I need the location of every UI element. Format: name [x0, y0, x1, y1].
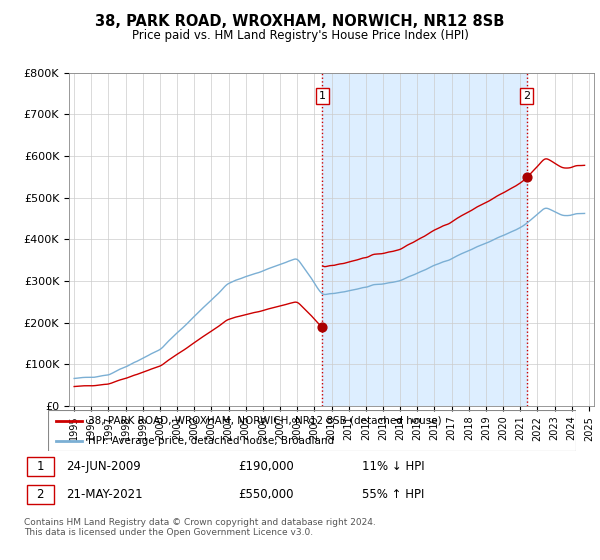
Text: HPI: Average price, detached house, Broadland: HPI: Average price, detached house, Broa…	[88, 436, 334, 446]
Text: 55% ↑ HPI: 55% ↑ HPI	[362, 488, 425, 501]
Text: 2: 2	[523, 91, 530, 101]
Text: £550,000: £550,000	[238, 488, 294, 501]
Text: 24-JUN-2009: 24-JUN-2009	[66, 460, 141, 473]
Text: 38, PARK ROAD, WROXHAM, NORWICH, NR12 8SB (detached house): 38, PARK ROAD, WROXHAM, NORWICH, NR12 8S…	[88, 416, 441, 426]
Text: 2: 2	[37, 488, 44, 501]
Text: 38, PARK ROAD, WROXHAM, NORWICH, NR12 8SB: 38, PARK ROAD, WROXHAM, NORWICH, NR12 8S…	[95, 14, 505, 29]
Text: Contains HM Land Registry data © Crown copyright and database right 2024.
This d: Contains HM Land Registry data © Crown c…	[24, 518, 376, 538]
Bar	[27, 457, 54, 476]
Bar	[27, 486, 54, 504]
Text: 21-MAY-2021: 21-MAY-2021	[66, 488, 143, 501]
Text: Price paid vs. HM Land Registry's House Price Index (HPI): Price paid vs. HM Land Registry's House …	[131, 29, 469, 42]
Bar	[322, 73, 527, 406]
Text: £190,000: £190,000	[238, 460, 294, 473]
Point	[317, 323, 327, 332]
Text: 1: 1	[37, 460, 44, 473]
Text: 1: 1	[319, 91, 326, 101]
Point	[522, 172, 532, 181]
Text: 11% ↓ HPI: 11% ↓ HPI	[362, 460, 425, 473]
